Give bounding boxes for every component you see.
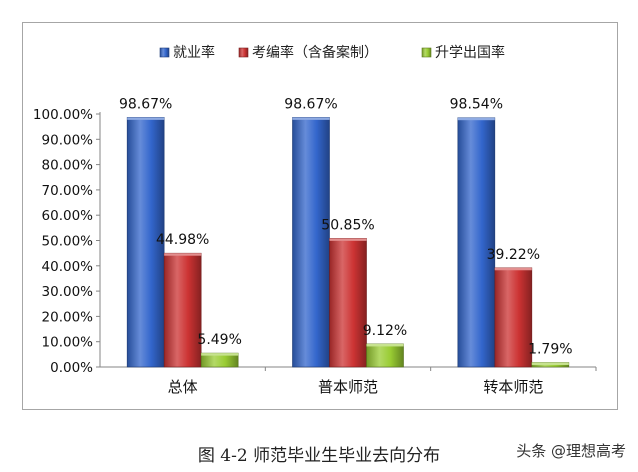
bar-3-2 xyxy=(366,343,404,368)
data-label: 98.54% xyxy=(450,97,503,113)
y-tick-label: 50.00% xyxy=(42,234,94,250)
legend-label-3: 升学出国率 xyxy=(435,44,505,61)
y-tick-label: 80.00% xyxy=(42,158,94,174)
legend-label-1: 就业率 xyxy=(173,44,215,61)
bar-2-3 xyxy=(494,267,533,368)
y-tick-label: 100.00% xyxy=(33,107,93,123)
data-label: 44.98% xyxy=(156,232,209,248)
bar-top-highlight xyxy=(494,267,532,271)
y-tick-label: 30.00% xyxy=(42,284,94,300)
x-tick-label: 普本师范 xyxy=(318,378,378,396)
data-label: 98.67% xyxy=(119,96,172,112)
data-label: 1.79% xyxy=(528,341,572,357)
bar-top-highlight xyxy=(201,353,239,356)
legend-swatch-3 xyxy=(421,47,432,58)
bar-top-highlight xyxy=(366,343,404,347)
legend-swatch-1 xyxy=(159,47,170,58)
x-tick-label: 转本师范 xyxy=(483,378,543,396)
bar-1-2 xyxy=(292,117,330,368)
data-label: 50.85% xyxy=(321,217,374,233)
legend: 就业率 考编率（含备案制） 升学出国率 xyxy=(159,44,505,61)
y-tick-label: 20.00% xyxy=(42,309,94,325)
data-label: 9.12% xyxy=(363,323,407,339)
y-tick-label: 60.00% xyxy=(42,208,94,224)
legend-label-2: 考编率（含备案制） xyxy=(252,44,378,61)
y-tick-label: 40.00% xyxy=(42,259,94,275)
bar-top-highlight xyxy=(531,362,569,365)
data-label: 39.22% xyxy=(487,247,540,263)
data-label: 5.49% xyxy=(197,332,241,348)
y-tick-label: 90.00% xyxy=(42,132,94,148)
bar-2-2 xyxy=(329,238,367,368)
legend-swatch-2 xyxy=(238,47,249,58)
y-tick-label: 70.00% xyxy=(42,183,94,199)
bar-top-highlight xyxy=(329,238,367,241)
y-axis: 0.00% 10.00% 20.00% 30.00% 40.00% 50.00% 60.00… xyxy=(33,107,597,396)
bars: 98.67% 44.98% 5.49% 98.67% 50.85% 9.12% 98.54%… xyxy=(119,96,573,368)
data-label: 98.67% xyxy=(284,96,337,112)
y-tick-label: 0.00% xyxy=(50,360,93,376)
figure-caption: 图 4-2 师范毕业生毕业去向分布 xyxy=(197,446,441,466)
bar-top-highlight xyxy=(164,253,202,256)
bar-1-3 xyxy=(457,117,496,368)
watermark: 头条 @理想高考 xyxy=(516,442,626,460)
bar-top-highlight xyxy=(292,117,330,120)
bar-top-highlight xyxy=(457,117,495,121)
bar-top-highlight xyxy=(127,117,165,120)
bar-1-1 xyxy=(126,117,165,368)
y-tick-label: 10.00% xyxy=(42,335,94,351)
bar-2-1 xyxy=(163,252,202,368)
x-tick-label: 总体 xyxy=(168,378,198,396)
